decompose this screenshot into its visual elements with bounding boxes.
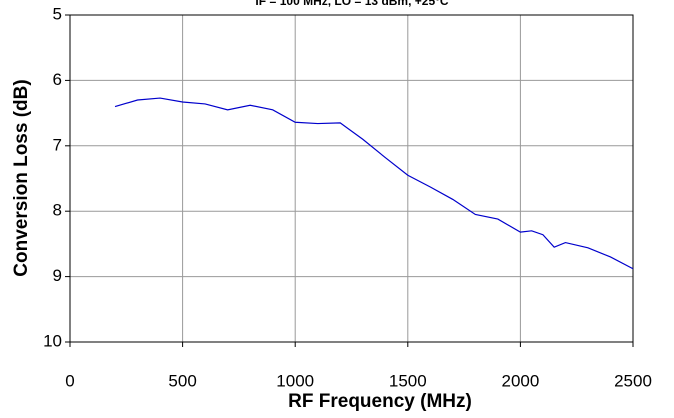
x-tick-label: 0 — [65, 371, 74, 390]
x-tick-label: 1500 — [389, 371, 427, 390]
y-axis-label: Conversion Loss (dB) — [11, 79, 32, 276]
y-tick-label: 7 — [53, 135, 62, 154]
plot-frame — [69, 14, 634, 343]
x-tick-label: 2500 — [614, 371, 652, 390]
y-tick-label: 9 — [53, 266, 62, 285]
y-tick-label: 10 — [43, 331, 62, 350]
x-tick-label: 500 — [168, 371, 196, 390]
x-tick-label: 2000 — [501, 371, 539, 390]
y-tick-label: 8 — [53, 201, 62, 220]
y-tick-label: 6 — [53, 70, 62, 89]
x-tick-label: 1000 — [276, 371, 314, 390]
data-line — [114, 97, 634, 270]
x-axis-label: RF Frequency (MHz) — [288, 391, 472, 412]
y-tick-label: 5 — [53, 4, 62, 23]
chart-title: IF = 100 MHz, LO = 13 dBm, +25°C — [255, 0, 449, 8]
